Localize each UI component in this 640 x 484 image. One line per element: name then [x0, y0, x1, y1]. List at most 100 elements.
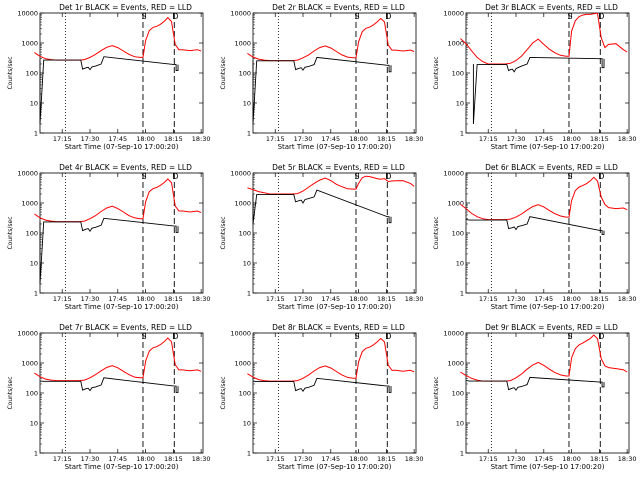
marker-letter: S: [567, 332, 572, 341]
y-axis-label: Counts/sec: [433, 56, 440, 89]
y-tick-label: 10: [456, 100, 464, 108]
marker-letter: S: [354, 12, 359, 21]
marker-letter: S: [354, 332, 359, 341]
marker-letter: D: [172, 332, 178, 341]
x-tick-label: 17:15: [266, 455, 285, 463]
panel-title: Det 6r BLACK = Events, RED = LLD: [485, 163, 618, 172]
y-tick-label: 100: [239, 70, 251, 78]
series-line-events: [252, 56, 392, 125]
x-tick-label: 18:00: [349, 135, 368, 143]
x-tick-label: 17:30: [81, 135, 100, 143]
y-tick-label: 100: [26, 230, 38, 238]
plot-frame: [252, 172, 417, 294]
series-line-events: [465, 216, 605, 235]
detector-panel-1: Det 1r BLACK = Events, RED = LLD 1 10 100 10…: [0, 0, 213, 164]
x-tick-label: 17:15: [479, 295, 498, 303]
y-tick-label: 10000: [230, 10, 251, 18]
x-axis-label: Start Time (07-Sep-10 17:00:20): [278, 303, 392, 311]
series-line-lld: [34, 178, 202, 223]
marker-letter: D: [385, 332, 391, 341]
series-line-events: [39, 217, 179, 285]
y-tick-label: 1000: [21, 40, 38, 48]
x-tick-label: 18:15: [377, 135, 396, 143]
x-tick-label: 17:45: [321, 455, 340, 463]
panel-chart-5: Det 5r BLACK = Events, RED = LLD 1 10 100 10…: [220, 163, 424, 311]
x-tick-label: 17:30: [81, 455, 100, 463]
detector-panel-6: Det 6r BLACK = Events, RED = LLD 1 10 100 10…: [426, 160, 639, 324]
series-line-lld: [460, 334, 628, 382]
y-tick-label: 1000: [234, 200, 251, 208]
y-axis-label: Counts/sec: [7, 56, 14, 89]
x-axis-label: Start Time (07-Sep-10 17:00:20): [65, 303, 179, 311]
x-tick-label: 18:15: [590, 295, 609, 303]
plot-frame: [465, 172, 630, 294]
marker-letter: S: [567, 12, 572, 21]
detector-panel-7: Det 7r BLACK = Events, RED = LLD 1 10 100 10…: [0, 320, 213, 484]
x-tick-label: 18:30: [192, 295, 211, 303]
y-tick-label: 1000: [21, 200, 38, 208]
detector-panel-9: Det 9r BLACK = Events, RED = LLD 1 10 100 10…: [426, 320, 639, 484]
x-axis-label: Start Time (07-Sep-10 17:00:20): [278, 463, 392, 471]
y-axis-label: Counts/sec: [7, 376, 14, 409]
marker-letter: D: [172, 12, 178, 21]
y-tick-label: 1: [34, 130, 38, 138]
series-line-lld: [460, 176, 628, 221]
y-tick-label: 1: [247, 450, 251, 458]
x-tick-label: 17:15: [266, 295, 285, 303]
y-tick-label: 10000: [230, 170, 251, 178]
plot-frame: [252, 332, 417, 454]
y-tick-label: 10: [243, 100, 251, 108]
y-axis-label: Counts/sec: [7, 216, 14, 249]
y-tick-label: 1000: [21, 360, 38, 368]
panel-title: Det 8r BLACK = Events, RED = LLD: [272, 323, 405, 332]
x-tick-label: 18:00: [136, 455, 155, 463]
y-tick-label: 1: [247, 130, 251, 138]
plot-frame: [465, 12, 630, 134]
x-tick-label: 17:30: [507, 135, 526, 143]
x-tick-label: 17:15: [53, 295, 72, 303]
panel-chart-7: Det 7r BLACK = Events, RED = LLD 1 10 100 10…: [7, 323, 211, 471]
series-line-lld: [34, 16, 202, 61]
series-line-lld: [34, 337, 202, 382]
x-tick-label: 17:30: [507, 295, 526, 303]
x-tick-label: 18:00: [562, 135, 581, 143]
y-tick-label: 100: [26, 70, 38, 78]
marker-letter: D: [598, 332, 604, 341]
series-line-events: [465, 376, 605, 391]
x-tick-label: 17:15: [53, 135, 72, 143]
plot-frame: [39, 12, 204, 134]
y-tick-label: 10: [243, 420, 251, 428]
marker-letter: S: [567, 172, 572, 181]
y-axis-label: Counts/sec: [433, 216, 440, 249]
y-axis-label: Counts/sec: [220, 216, 227, 249]
y-tick-label: 10000: [443, 170, 464, 178]
y-tick-label: 10: [243, 260, 251, 268]
y-tick-label: 1000: [447, 40, 464, 48]
x-tick-label: 17:45: [321, 295, 340, 303]
marker-letter: D: [385, 172, 391, 181]
marker-letter: S: [141, 332, 146, 341]
y-tick-label: 10000: [230, 330, 251, 338]
y-tick-label: 10: [456, 260, 464, 268]
x-axis-label: Start Time (07-Sep-10 17:00:20): [65, 463, 179, 471]
series-line-events: [39, 377, 179, 393]
x-tick-label: 17:30: [294, 455, 313, 463]
x-tick-label: 17:30: [294, 135, 313, 143]
panel-chart-3: Det 3r BLACK = Events, RED = LLD 1 10 100 10…: [433, 3, 637, 151]
x-tick-label: 17:45: [108, 295, 127, 303]
x-tick-label: 18:00: [562, 455, 581, 463]
panel-title: Det 5r BLACK = Events, RED = LLD: [272, 163, 405, 172]
y-tick-label: 100: [452, 230, 464, 238]
x-tick-label: 18:00: [562, 295, 581, 303]
y-tick-label: 1000: [234, 360, 251, 368]
x-tick-label: 18:15: [377, 295, 396, 303]
x-axis-label: Start Time (07-Sep-10 17:00:20): [491, 143, 605, 151]
x-tick-label: 18:30: [192, 135, 211, 143]
y-tick-label: 10000: [17, 330, 38, 338]
x-axis-label: Start Time (07-Sep-10 17:00:20): [65, 143, 179, 151]
y-tick-label: 10000: [17, 10, 38, 18]
x-tick-label: 17:45: [321, 135, 340, 143]
x-tick-label: 17:15: [266, 135, 285, 143]
series-line-lld: [247, 17, 415, 62]
